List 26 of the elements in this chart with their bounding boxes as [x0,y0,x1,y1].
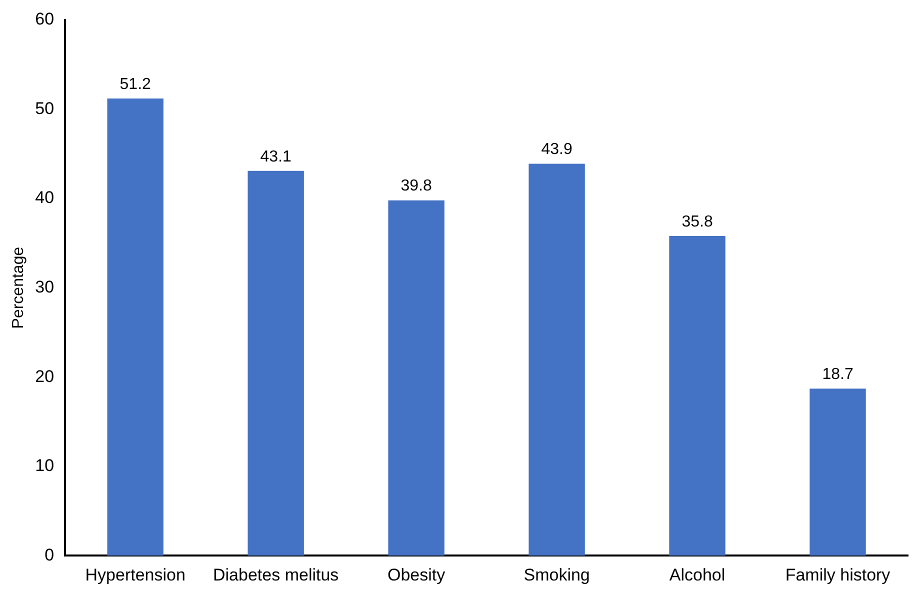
bar [248,170,304,556]
y-tick-label: 40 [35,188,54,208]
bar [388,200,444,556]
data-label: 51.2 [120,76,152,93]
y-tick-label: 0 [44,545,54,564]
x-tick-label: Smoking [524,565,590,584]
y-axis-title: Percentage [10,246,28,329]
y-tick-label: 30 [35,277,54,296]
x-tick-label: Family history [785,565,891,584]
bar [107,98,164,556]
data-label: 43.1 [260,148,292,166]
bar [528,164,585,556]
data-label: 35.8 [682,213,713,230]
x-tick-label: Hypertension [85,565,186,584]
x-tick-label: Obesity [387,565,446,584]
bar [810,388,866,556]
data-label: 18.7 [822,366,854,384]
data-label: 43.9 [541,141,572,158]
y-tick-label: 60 [35,10,54,29]
data-label: 39.8 [400,178,432,195]
bar [669,236,726,556]
y-tick-label: 20 [35,366,54,386]
y-tick-label: 10 [35,456,54,476]
x-tick-label: Alcohol [669,565,726,584]
y-tick-label: 50 [35,98,54,118]
x-tick-label: Diabetes melitus [212,565,339,584]
